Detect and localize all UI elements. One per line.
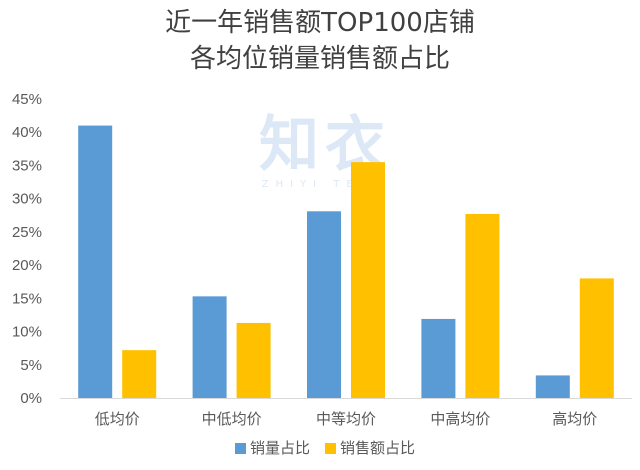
x-tick-label: 中低均价 <box>202 410 262 428</box>
x-tick-label: 中等均价 <box>316 410 376 428</box>
chart-title-line-2: 各均位销量销售额占比 <box>189 44 450 74</box>
legend-swatch-1 <box>235 443 246 454</box>
y-tick-label: 10% <box>12 324 42 341</box>
bar-sales-volume-3 <box>307 211 341 398</box>
x-tick-label: 高均价 <box>552 410 597 428</box>
bar-sales-amount-4 <box>465 213 500 398</box>
bar-sales-amount-3 <box>351 162 385 398</box>
y-tick-label: 20% <box>12 257 42 274</box>
x-tick-label: 中高均价 <box>430 410 490 428</box>
bar-sales-volume-5 <box>535 375 570 398</box>
y-tick-label: 30% <box>12 191 42 208</box>
y-tick-label: 35% <box>12 157 42 174</box>
bar-sales-volume-4 <box>421 318 456 398</box>
legend-label-2: 销售额占比 <box>340 439 415 457</box>
y-tick-label: 5% <box>20 357 42 374</box>
bar-sales-amount-1 <box>122 350 157 398</box>
chart-title-line-1: 近一年销售额TOP100店铺 <box>165 8 475 38</box>
y-tick-label: 25% <box>12 224 42 241</box>
legend-label-1: 销量占比 <box>250 439 310 457</box>
y-tick-label: 45% <box>12 91 42 108</box>
bar-sales-amount-5 <box>579 278 614 398</box>
x-tick-label: 低均价 <box>95 410 140 428</box>
bar-sales-volume-2 <box>192 296 227 398</box>
bar-sales-volume-1 <box>78 125 113 399</box>
y-tick-label: 0% <box>20 390 42 407</box>
y-tick-label: 15% <box>12 290 42 307</box>
legend-swatch-2 <box>325 443 336 454</box>
bar-sales-amount-2 <box>236 322 271 398</box>
y-tick-label: 40% <box>12 124 42 141</box>
